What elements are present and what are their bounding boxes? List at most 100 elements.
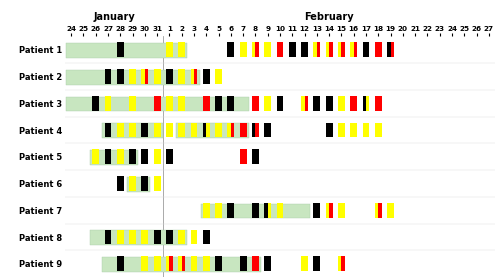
Bar xyxy=(154,123,160,137)
Bar xyxy=(66,97,248,111)
Bar xyxy=(102,257,261,272)
Bar xyxy=(203,256,209,271)
Bar xyxy=(104,123,112,137)
Bar xyxy=(375,123,382,137)
Bar xyxy=(104,69,112,84)
Bar xyxy=(375,43,382,57)
Bar xyxy=(301,256,308,271)
Bar xyxy=(338,123,345,137)
Bar xyxy=(178,43,185,57)
Bar xyxy=(104,150,112,164)
Bar xyxy=(142,150,148,164)
Bar xyxy=(206,123,210,137)
Bar xyxy=(314,203,320,218)
Bar xyxy=(326,43,329,57)
Bar xyxy=(326,123,332,137)
Bar xyxy=(166,256,170,271)
Bar xyxy=(350,96,357,111)
Bar xyxy=(190,256,198,271)
Bar xyxy=(342,43,345,57)
Bar xyxy=(178,96,185,111)
Bar xyxy=(154,96,160,111)
Bar xyxy=(203,230,209,244)
Bar xyxy=(215,256,222,271)
Bar xyxy=(90,230,187,245)
Bar xyxy=(350,123,357,137)
Text: January: January xyxy=(94,12,135,22)
Bar xyxy=(190,123,198,137)
Bar xyxy=(264,123,271,137)
Bar xyxy=(154,230,160,244)
Bar xyxy=(338,203,345,218)
Bar xyxy=(228,203,234,218)
Bar xyxy=(129,176,136,191)
Bar xyxy=(215,123,222,137)
Bar xyxy=(215,69,222,84)
Bar xyxy=(127,177,150,192)
Bar xyxy=(264,256,271,271)
Bar xyxy=(129,230,136,244)
Bar xyxy=(362,96,366,111)
Bar xyxy=(256,123,259,137)
Bar xyxy=(154,69,160,84)
Bar xyxy=(314,256,320,271)
Bar xyxy=(92,150,99,164)
Bar xyxy=(66,43,187,58)
Bar xyxy=(264,43,271,57)
Bar xyxy=(354,43,357,57)
Bar xyxy=(252,256,259,271)
Bar xyxy=(203,203,209,218)
Bar xyxy=(240,150,246,164)
Bar xyxy=(366,96,370,111)
Bar xyxy=(264,203,268,218)
Bar xyxy=(178,230,185,244)
Bar xyxy=(375,203,378,218)
Bar xyxy=(314,43,317,57)
Bar xyxy=(117,230,123,244)
Bar xyxy=(362,123,370,137)
Bar xyxy=(326,96,332,111)
Bar xyxy=(301,96,304,111)
Bar xyxy=(203,96,209,111)
Bar xyxy=(170,256,173,271)
Bar xyxy=(228,43,234,57)
Bar xyxy=(252,123,256,137)
Bar xyxy=(190,69,194,84)
Bar xyxy=(142,69,145,84)
Bar xyxy=(182,256,185,271)
Bar xyxy=(104,96,112,111)
Bar xyxy=(92,96,99,111)
Bar xyxy=(289,43,296,57)
Bar xyxy=(166,230,173,244)
Bar xyxy=(240,256,246,271)
Bar xyxy=(129,96,136,111)
Bar xyxy=(228,123,231,137)
Bar xyxy=(142,123,148,137)
Bar xyxy=(390,43,394,57)
Bar xyxy=(154,176,160,191)
Bar xyxy=(329,43,332,57)
Bar xyxy=(129,69,136,84)
Bar xyxy=(276,96,283,111)
Bar xyxy=(166,69,173,84)
Bar xyxy=(317,43,320,57)
Bar xyxy=(240,43,246,57)
Bar xyxy=(201,204,310,218)
Bar xyxy=(142,230,148,244)
Bar xyxy=(387,43,390,57)
Bar xyxy=(350,43,354,57)
Bar xyxy=(190,230,198,244)
Bar xyxy=(66,70,200,85)
Bar xyxy=(117,176,123,191)
Bar xyxy=(252,203,259,218)
Bar xyxy=(203,123,206,137)
Bar xyxy=(268,203,271,218)
Bar xyxy=(387,203,394,218)
Bar xyxy=(203,69,209,84)
Bar xyxy=(117,150,123,164)
Bar xyxy=(215,96,222,111)
Bar xyxy=(301,43,308,57)
Bar xyxy=(142,256,148,271)
Bar xyxy=(166,96,173,111)
Bar xyxy=(256,43,259,57)
